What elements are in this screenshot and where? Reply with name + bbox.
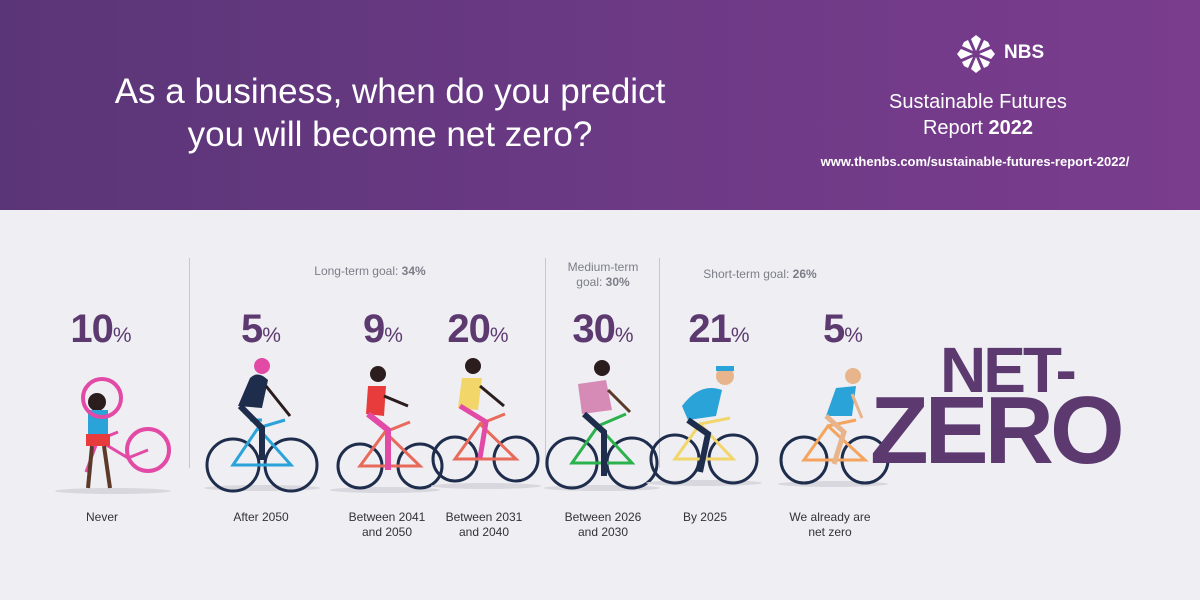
report-title-year: 2022 [988,117,1034,139]
group-label-long-term-text: Long-term goal: [314,264,399,278]
cyclist-by-2025-icon [646,366,762,486]
category-line1: We already are [789,510,871,524]
cyclist-2026-2030-icon [544,360,660,491]
pct-unit: % [614,324,634,347]
category-line1: By 2025 [682,510,728,524]
category-line2: and 2040 [458,525,510,539]
pct-unit: % [262,324,281,347]
divider-never [189,258,190,468]
cyclist-already-net-zero-icon [778,368,890,487]
pct-value: 5 [823,307,845,351]
pct-value: 10 [70,307,113,351]
nbs-logo-icon [957,35,995,73]
pct-unit: % [844,324,863,347]
pct-unit: % [489,324,509,347]
cyclist-never-icon [55,377,171,494]
cyclist-after-2050-icon [204,358,320,493]
pct-value: 20 [447,307,490,351]
pct-value: 21 [688,307,731,351]
category-after-2050: After 2050 [201,510,321,525]
category-line1: Never [85,510,118,524]
cyclist-2041-2050-icon [330,366,444,493]
pct-unit: % [384,324,403,347]
category-2041-2050: Between 2041 and 2050 [327,510,447,540]
report-title-prefix: Report [922,117,989,139]
group-label-medium-line2: goal: [576,275,603,289]
pct-value: 5 [241,307,263,351]
group-label-short-term-text: Short-term goal: [703,267,790,281]
pct-value: 30 [572,307,615,351]
pct-unit: % [730,324,750,347]
pct-2041-2050: 9% [328,307,438,352]
cyclist-2031-2040-icon [431,358,541,489]
category-line2: and 2030 [577,525,629,539]
group-label-long-term: Long-term goal: 34% [260,264,480,279]
category-line1: Between 2031 [445,510,523,524]
pct-never: 10% [46,307,156,352]
category-line2: and 2050 [361,525,413,539]
netzero-title-line2: ZERO [870,377,1125,484]
header-banner [0,0,1200,210]
group-label-medium-value: 30% [605,275,630,289]
pct-after-2050: 5% [206,307,316,352]
category-never: Never [42,510,162,525]
cyclist-illustrations [55,358,890,494]
group-label-short-term-value: 26% [792,267,817,281]
group-label-long-term-value: 34% [401,264,426,278]
divider-long-term [545,258,546,468]
category-2026-2030: Between 2026 and 2030 [543,510,663,540]
pct-2026-2030: 30% [548,307,658,352]
pct-value: 9 [363,307,385,351]
category-2031-2040: Between 2031 and 2040 [424,510,544,540]
category-line2: net zero [808,525,852,539]
pct-unit: % [112,324,132,347]
divider-medium-term [659,258,660,468]
page-title: As a business, when do you predict you w… [114,72,666,154]
group-label-medium-line1: Medium-term [567,260,639,274]
report-url-link[interactable]: www.thenbs.com/sustainable-futures-repor… [820,154,1130,169]
category-by-2025: By 2025 [645,510,765,525]
category-line1: After 2050 [233,510,289,524]
category-line1: Between 2041 [348,510,426,524]
netzero-title-line1: NET- [940,334,1077,406]
pct-already: 5% [788,307,898,352]
report-title-line2: Report 2022 [858,115,1098,141]
group-label-medium-term: Medium-term goal: 30% [548,260,658,290]
brand-name: NBS [1004,42,1045,63]
pct-2031-2040: 20% [423,307,533,352]
category-already: We already are net zero [770,510,890,540]
category-line1: Between 2026 [564,510,642,524]
report-title-line1: Sustainable Futures [889,91,1067,113]
group-label-short-term: Short-term goal: 26% [660,267,860,282]
pct-by-2025: 21% [664,307,774,352]
report-title: Sustainable Futures Report 2022 [858,89,1098,141]
